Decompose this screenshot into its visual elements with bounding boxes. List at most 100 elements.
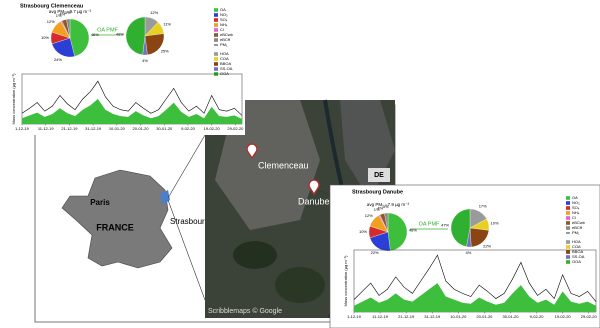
pie-label: 46% — [91, 32, 99, 37]
pie-label: 4% — [59, 11, 65, 16]
pie-label: 17% — [479, 204, 487, 209]
pie-slice — [144, 33, 165, 56]
pm1-line — [353, 254, 597, 302]
x-tick-label: 11-12-19 — [372, 314, 388, 319]
legend-swatch — [566, 255, 570, 259]
panel-title: Strasbourg Clemenceau — [20, 3, 83, 9]
pie-label: 22% — [483, 243, 491, 248]
x-tick-label: 11-12-19 — [38, 126, 54, 131]
legend-swatch — [566, 211, 570, 215]
legend-label: PM₁ — [572, 230, 580, 235]
pie-label: 12% — [47, 19, 55, 24]
x-tick-label: 1-12-19 — [347, 314, 362, 319]
pie-label: 3% — [383, 204, 389, 209]
legend-swatch — [566, 196, 570, 200]
legend-swatch — [566, 226, 570, 230]
pie-slice — [387, 212, 408, 252]
x-tick-label: 1-12-19 — [15, 126, 30, 131]
x-tick-label: 30-01-20 — [156, 126, 173, 131]
legend-swatch — [566, 245, 570, 249]
site-name: Danube — [298, 196, 330, 206]
x-tick-label: 10-01-20 — [450, 314, 467, 319]
pie-label: 4% — [466, 250, 472, 255]
pie-label: 3% — [65, 10, 71, 15]
pmf-label: OA PMF — [97, 27, 118, 33]
pie-label: 10% — [41, 35, 49, 40]
x-tick-label: 21-12-19 — [61, 126, 78, 131]
france-shape — [61, 169, 173, 269]
x-tick-label: 31-12-19 — [424, 314, 441, 319]
legend-label: OOA — [572, 259, 581, 264]
country-badge — [368, 168, 390, 182]
pie-slice — [125, 16, 146, 56]
pie-label: 48% — [116, 31, 124, 36]
legend-label: COA — [572, 244, 581, 249]
x-tick-label: 29-02-20 — [227, 126, 244, 131]
legend-swatch — [566, 221, 570, 225]
x-tick-label: 30-01-20 — [502, 314, 519, 319]
zoom-line — [167, 134, 206, 199]
legend-label: eBCwb — [572, 220, 586, 225]
legend-swatch — [214, 28, 218, 32]
legend-label: BBOA — [572, 249, 583, 254]
legend-label: NH₄ — [572, 210, 580, 215]
pie-label: 1% — [374, 207, 380, 212]
pie-label: 25% — [161, 48, 169, 53]
legend-label: Cl — [220, 27, 224, 32]
legend-label: HOA — [572, 239, 581, 244]
pie-slice — [69, 18, 90, 57]
x-tick-label: 20-01-20 — [476, 314, 493, 319]
legend-label: NH₄ — [220, 22, 228, 27]
country-code: DE — [374, 172, 384, 179]
legend-swatch — [214, 13, 218, 17]
x-tick-label: 9-02-20 — [530, 314, 545, 319]
x-tick-label: 29-02-20 — [581, 314, 598, 319]
pie-label: 10% — [491, 220, 499, 225]
legend-swatch — [214, 67, 218, 71]
x-tick-label: 31-12-19 — [85, 126, 102, 131]
legend-label: OA — [220, 7, 226, 12]
panel-title: Strasbourg Danube — [352, 189, 403, 195]
pie-slice — [384, 212, 389, 233]
zoom-line — [167, 199, 206, 301]
legend-swatch — [214, 33, 218, 37]
country-label: FRANCE — [96, 222, 134, 232]
legend-label: SO₄ — [572, 205, 580, 210]
legend-swatch — [214, 52, 218, 56]
legend-swatch — [214, 23, 218, 27]
avg-label: avg PM₁ =9.7 µg m⁻³ — [49, 9, 92, 14]
legend-swatch — [214, 62, 218, 66]
legend-swatch — [566, 250, 570, 254]
pie-label: 12% — [365, 213, 373, 218]
legend-swatch — [214, 38, 218, 42]
x-tick-label: 19-02-20 — [555, 314, 572, 319]
pie-label: 48% — [409, 227, 417, 232]
legend-swatch — [566, 201, 570, 205]
city-label: Paris — [90, 198, 110, 207]
oa-area — [354, 283, 596, 312]
legend-label: NO₃ — [220, 12, 228, 17]
legend-swatch — [566, 260, 570, 264]
legend-swatch — [214, 57, 218, 61]
x-tick-label: 21-12-19 — [398, 314, 415, 319]
legend-label: Cl — [572, 215, 576, 220]
pie-label: 10% — [359, 229, 367, 234]
legend-label: PM₁ — [220, 42, 228, 47]
legend-label: eBCff — [572, 225, 583, 230]
pie-label: 22% — [371, 250, 379, 255]
y-axis-label: Mass concentration (µg m⁻³) — [11, 73, 16, 125]
legend-label: eBCwb — [220, 32, 234, 37]
legend-label: COA — [220, 56, 229, 61]
alsace-region — [160, 190, 170, 205]
site-name: Clemenceau — [258, 160, 309, 170]
map-credit: Scribblemaps © Google — [208, 307, 282, 315]
site-label: Strasbourg — [170, 217, 209, 226]
pie-label: 1% — [56, 13, 62, 18]
y-axis-label: Mass concentration (µg m⁻³) — [343, 255, 348, 307]
legend-swatch — [566, 216, 570, 220]
pie-slice — [450, 208, 471, 247]
x-tick-label: 9-02-20 — [181, 126, 196, 131]
site-marker — [308, 179, 320, 196]
pmf-label: OA PMF — [419, 221, 440, 227]
